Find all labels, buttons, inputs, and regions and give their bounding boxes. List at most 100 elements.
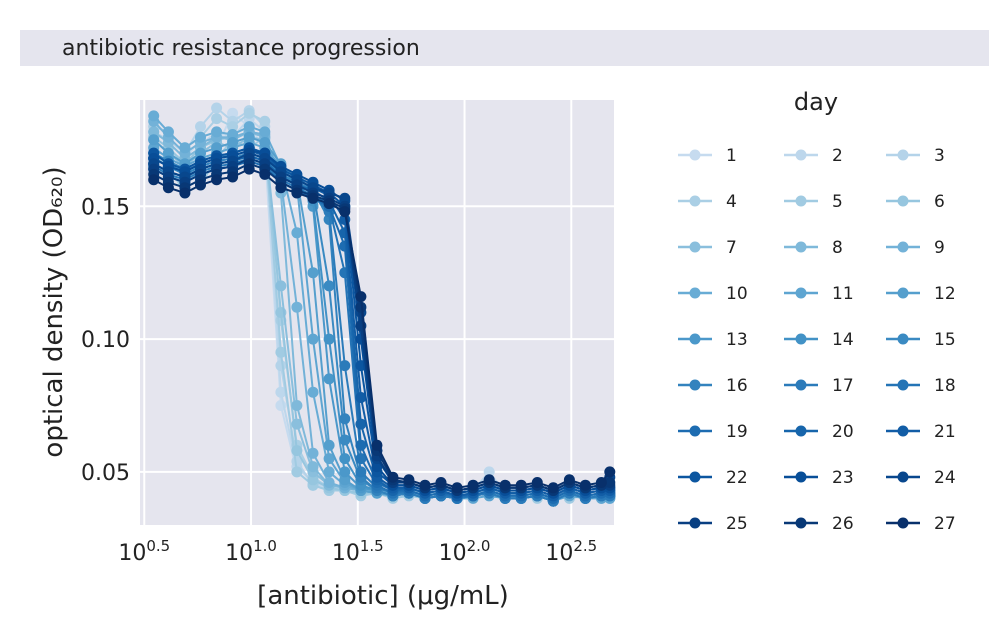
data-point: [355, 301, 367, 313]
data-point: [211, 174, 223, 186]
legend-label: 15: [934, 330, 956, 350]
data-point: [579, 479, 591, 491]
data-point: [604, 466, 616, 478]
data-point: [291, 445, 303, 457]
legend-item-day-24: 24: [886, 468, 956, 488]
legend-label: 14: [832, 330, 854, 350]
data-point: [162, 126, 174, 138]
legend-label: 1: [726, 146, 737, 166]
legend-marker: [897, 241, 909, 253]
legend-label: 23: [832, 468, 854, 488]
data-point: [435, 477, 447, 488]
legend-label: 7: [726, 238, 737, 258]
legend-label: 22: [726, 468, 748, 488]
data-point: [259, 137, 271, 148]
legend-label: 2: [832, 146, 843, 166]
legend-marker: [795, 241, 807, 253]
legend-item-day-7: 7: [678, 238, 737, 258]
legend-item-day-23: 23: [784, 468, 854, 488]
x-tick-label: 101.0: [225, 537, 277, 566]
data-point: [148, 174, 160, 186]
legend-label: 13: [726, 330, 748, 350]
data-point: [275, 386, 287, 398]
data-point: [291, 418, 303, 430]
data-point: [323, 373, 335, 385]
data-point: [227, 171, 239, 183]
chart-title: antibiotic resistance progression: [62, 36, 420, 61]
legend-item-day-3: 3: [886, 146, 945, 166]
data-point: [195, 147, 206, 159]
legend-label: 20: [832, 422, 854, 442]
data-point: [403, 474, 415, 486]
legend-item-day-6: 6: [886, 192, 945, 212]
legend-item-day-16: 16: [678, 376, 748, 396]
legend-marker: [689, 241, 701, 253]
legend-item-day-15: 15: [886, 330, 956, 350]
legend-label: 24: [934, 468, 956, 488]
data-point: [211, 126, 223, 138]
data-point: [307, 386, 319, 398]
data-point: [227, 107, 239, 119]
data-point: [483, 466, 495, 478]
data-point: [515, 479, 527, 491]
data-point: [323, 333, 335, 345]
legend-marker: [795, 333, 807, 345]
legend-marker: [795, 517, 807, 529]
data-point: [339, 206, 351, 218]
data-point: [323, 439, 335, 451]
legend-marker: [689, 149, 701, 161]
legend-marker: [689, 333, 701, 345]
data-point: [604, 477, 616, 488]
legend-marker: [689, 517, 701, 529]
legend-marker: [897, 379, 909, 391]
data-point: [259, 168, 271, 180]
legend-label: 27: [934, 514, 956, 534]
legend-marker: [897, 471, 909, 483]
data-point: [195, 179, 206, 191]
data-point: [355, 439, 367, 451]
legend-marker: [795, 425, 807, 437]
legend-label: 9: [934, 238, 945, 258]
legend-item-day-22: 22: [678, 468, 748, 488]
legend-label: 4: [726, 192, 737, 212]
legend-marker: [897, 287, 909, 299]
y-axis-label: optical density (OD₆₂₀): [39, 166, 69, 457]
data-point: [467, 479, 479, 491]
x-tick-label: 102.5: [545, 537, 597, 566]
legend-item-day-10: 10: [678, 284, 748, 304]
legend-label: 6: [934, 192, 945, 212]
data-point: [195, 121, 206, 133]
data-point: [162, 182, 174, 194]
legend-item-day-21: 21: [886, 422, 956, 442]
legend-marker: [795, 471, 807, 483]
data-point: [339, 360, 351, 372]
legend-marker: [897, 333, 909, 345]
data-point: [595, 477, 607, 488]
legend-item-day-9: 9: [886, 238, 945, 258]
data-point: [307, 474, 319, 486]
data-point: [291, 400, 303, 411]
data-point: [211, 102, 223, 114]
data-point: [307, 461, 319, 473]
data-point: [275, 182, 287, 194]
legend-marker: [689, 425, 701, 437]
legend-item-day-5: 5: [784, 192, 843, 212]
legend-item-day-2: 2: [784, 146, 843, 166]
data-point: [419, 479, 431, 491]
data-point: [355, 453, 367, 465]
data-point: [243, 107, 255, 119]
data-point: [307, 447, 319, 459]
data-point: [387, 471, 399, 483]
x-tick-label: 100.5: [118, 537, 170, 566]
legend-item-day-1: 1: [678, 146, 737, 166]
data-point: [307, 267, 319, 279]
series-day-27: [148, 163, 616, 494]
data-point: [339, 466, 351, 478]
legend-item-day-12: 12: [886, 284, 956, 304]
legend-item-day-13: 13: [678, 330, 748, 350]
data-point: [483, 474, 495, 486]
y-tick-label: 0.05: [81, 461, 130, 486]
data-point: [243, 163, 255, 175]
y-tick-label: 0.15: [81, 195, 130, 220]
